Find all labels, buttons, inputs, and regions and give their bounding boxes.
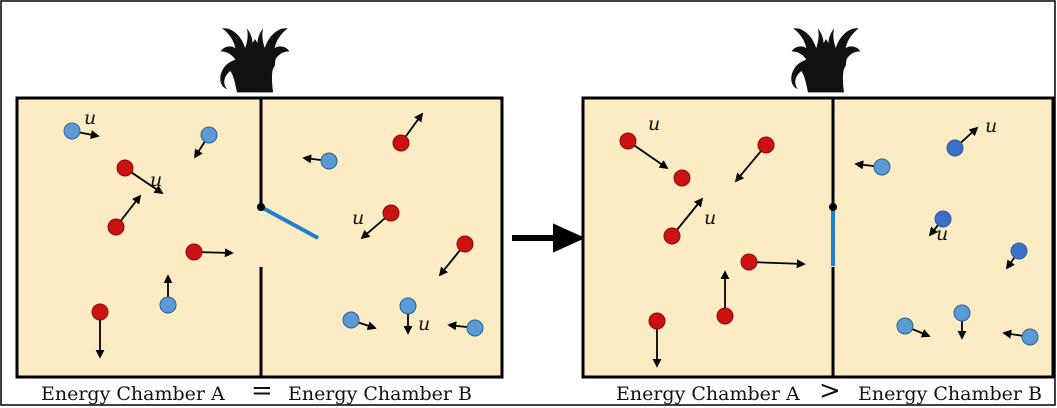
fast-molecule bbox=[663, 227, 681, 245]
molecule-speed-label: u bbox=[84, 107, 96, 129]
fast-molecule bbox=[116, 159, 134, 177]
fast-molecule bbox=[619, 132, 637, 150]
molecule-speed-label: u bbox=[418, 313, 430, 335]
fast-molecule bbox=[740, 253, 758, 271]
slow-molecule bbox=[1021, 328, 1039, 346]
relation-greater: > bbox=[819, 376, 841, 406]
fast-molecule bbox=[456, 235, 474, 253]
panel-before: u u u u bbox=[15, 28, 504, 379]
molecule-speed-label: u bbox=[985, 115, 997, 137]
demon-icon bbox=[220, 28, 290, 93]
fast-molecule bbox=[648, 312, 666, 330]
relation-equal: = bbox=[251, 376, 273, 406]
slow-molecule bbox=[399, 297, 417, 315]
caption-chamber-b-before: Energy Chamber B bbox=[288, 383, 472, 405]
molecule-speed-label: u bbox=[704, 207, 716, 229]
fast-molecule bbox=[185, 243, 203, 261]
caption-chamber-b-after: Energy Chamber B bbox=[858, 383, 1042, 405]
chamber-box bbox=[581, 96, 1055, 379]
molecule-speed-label: u bbox=[648, 113, 660, 135]
slow-molecule bbox=[873, 158, 891, 176]
slow-molecule bbox=[200, 126, 218, 144]
slow-molecule bbox=[159, 296, 177, 314]
fast-molecule bbox=[673, 169, 691, 187]
slow-molecule bbox=[63, 122, 81, 140]
velocity-arrow bbox=[748, 259, 806, 269]
demon-icon bbox=[791, 28, 861, 93]
door-hinge bbox=[257, 203, 265, 211]
slow-molecule bbox=[953, 304, 971, 322]
arrow-right-icon bbox=[512, 223, 586, 253]
caption-chamber-a-after: Energy Chamber A bbox=[616, 383, 800, 405]
trapdoor bbox=[260, 205, 319, 240]
slow-molecule bbox=[1010, 242, 1028, 260]
door-hinge bbox=[829, 203, 837, 211]
slow-molecule bbox=[934, 210, 952, 228]
molecule-speed-label: u bbox=[150, 169, 162, 191]
slow-molecule bbox=[320, 152, 338, 170]
fast-molecule bbox=[392, 134, 410, 152]
caption-chamber-a-before: Energy Chamber A bbox=[41, 383, 225, 405]
fast-molecule bbox=[716, 307, 734, 325]
slow-molecule bbox=[946, 139, 964, 157]
slow-molecule bbox=[342, 311, 360, 329]
fast-molecule bbox=[757, 136, 775, 154]
fast-molecule bbox=[382, 204, 400, 222]
panel-after: u u u u bbox=[581, 28, 1055, 379]
molecule-speed-label: u bbox=[936, 223, 948, 245]
slow-molecule bbox=[896, 317, 914, 335]
slow-molecule bbox=[466, 319, 484, 337]
fast-molecule bbox=[91, 303, 109, 321]
fast-molecule bbox=[107, 218, 125, 236]
molecule-speed-label: u bbox=[352, 207, 364, 229]
